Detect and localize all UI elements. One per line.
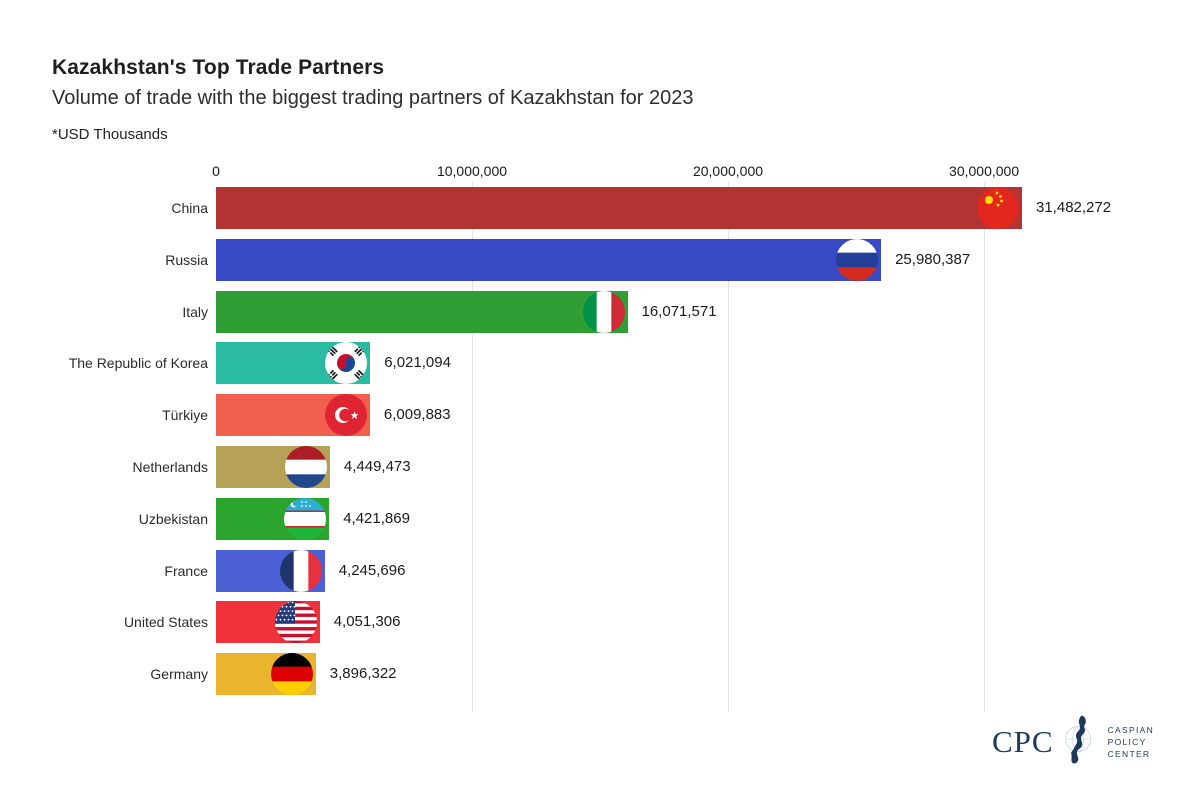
bar-row: Türkiye 6,009,883 [162, 394, 1026, 437]
bar-value-label: 4,421,869 [343, 509, 410, 527]
bar [216, 653, 316, 696]
bar-category-label: France [164, 562, 208, 579]
units-note: *USD Thousands [52, 126, 168, 143]
bar-row: Russia 25,980,387 [165, 238, 1026, 281]
bar-row: China 31,482,272 [171, 187, 1111, 229]
bar-row: Germany 3,896,322 [150, 653, 1026, 696]
x-axis-tick-label: 20,000,000 [692, 163, 764, 179]
bar-value-label: 31,482,272 [1036, 199, 1112, 216]
bar [216, 601, 320, 644]
bar-category-label: China [171, 200, 208, 216]
caspian-policy-center-logo: CPC CASPIAN POLICY CENTER [992, 714, 1154, 771]
bar-value-label: 4,245,696 [338, 561, 406, 579]
bar-row: The Republic of Korea 6,021,094 [69, 342, 1026, 385]
x-axis-tick-label: 30,000,000 [949, 163, 1020, 179]
x-gridline [984, 182, 986, 712]
bar-value-label: 4,449,473 [343, 458, 411, 475]
bar [216, 497, 330, 540]
bar-category-label: Netherlands [132, 459, 209, 475]
germany-flag-icon [270, 653, 313, 696]
bar-value-label: 3,896,322 [329, 665, 397, 683]
china-flag-icon [977, 187, 1019, 229]
page-title: Kazakhstan's Top Trade Partners [52, 56, 385, 79]
bar-category-label: Uzbekistan [138, 510, 208, 527]
x-axis-tick-label: 0 [212, 163, 220, 179]
bar-value-label: 16,071,571 [641, 302, 717, 320]
uzbekistan-flag-icon [284, 497, 327, 540]
bar [216, 549, 325, 592]
bar-value-label: 6,021,094 [384, 354, 451, 372]
bar-value-label: 6,009,883 [383, 406, 451, 424]
bar-value-label: 4,051,306 [333, 613, 401, 631]
bar-row: Italy 16,071,571 [182, 290, 1026, 333]
bar-row: United States 4,051,306 [124, 601, 1026, 644]
bar-category-label: Russia [165, 251, 208, 268]
bar [216, 342, 371, 385]
russia-flag-icon [836, 238, 879, 281]
bar [216, 238, 882, 281]
bar-category-label: Türkiye [162, 407, 208, 424]
south-korea-flag-icon [325, 342, 368, 385]
france-flag-icon [279, 549, 322, 592]
logo-caption: CASPIAN POLICY CENTER [1108, 724, 1154, 760]
bar [216, 446, 330, 488]
caspian-sea-icon [1063, 714, 1099, 771]
bar-category-label: Italy [182, 303, 208, 320]
logo-caption-line: POLICY [1107, 737, 1147, 747]
x-axis-tick-label: 10,000,000 [436, 163, 508, 179]
bar-row: Netherlands 4,449,473 [133, 446, 1026, 488]
x-gridline [728, 182, 729, 712]
logo-acronym: CPC [992, 724, 1054, 759]
logo-caption-line: CENTER [1107, 749, 1151, 759]
bar-chart: 0 10,000,000 20,000,000 30,000,000 China 31,4… [69, 163, 1111, 712]
netherlands-flag-icon [284, 446, 327, 488]
bar-row: Uzbekistan 4,421,869 [139, 497, 1026, 540]
turkiye-flag-icon [324, 394, 367, 437]
logo-caption-line: CASPIAN [1107, 725, 1155, 735]
bar-row: France 4,245,696 [164, 549, 1026, 592]
bar-category-label: The Republic of Korea [68, 355, 208, 372]
bar-value-label: 25,980,387 [895, 250, 971, 268]
bar [216, 290, 628, 333]
bar [216, 394, 370, 437]
bar [216, 187, 1022, 229]
bar-category-label: Germany [150, 666, 208, 683]
x-gridline [472, 182, 473, 712]
page-subtitle: Volume of trade with the biggest trading… [52, 87, 694, 109]
united-states-flag-icon [274, 601, 317, 644]
bar-category-label: United States [123, 614, 208, 631]
italy-flag-icon [582, 290, 625, 333]
